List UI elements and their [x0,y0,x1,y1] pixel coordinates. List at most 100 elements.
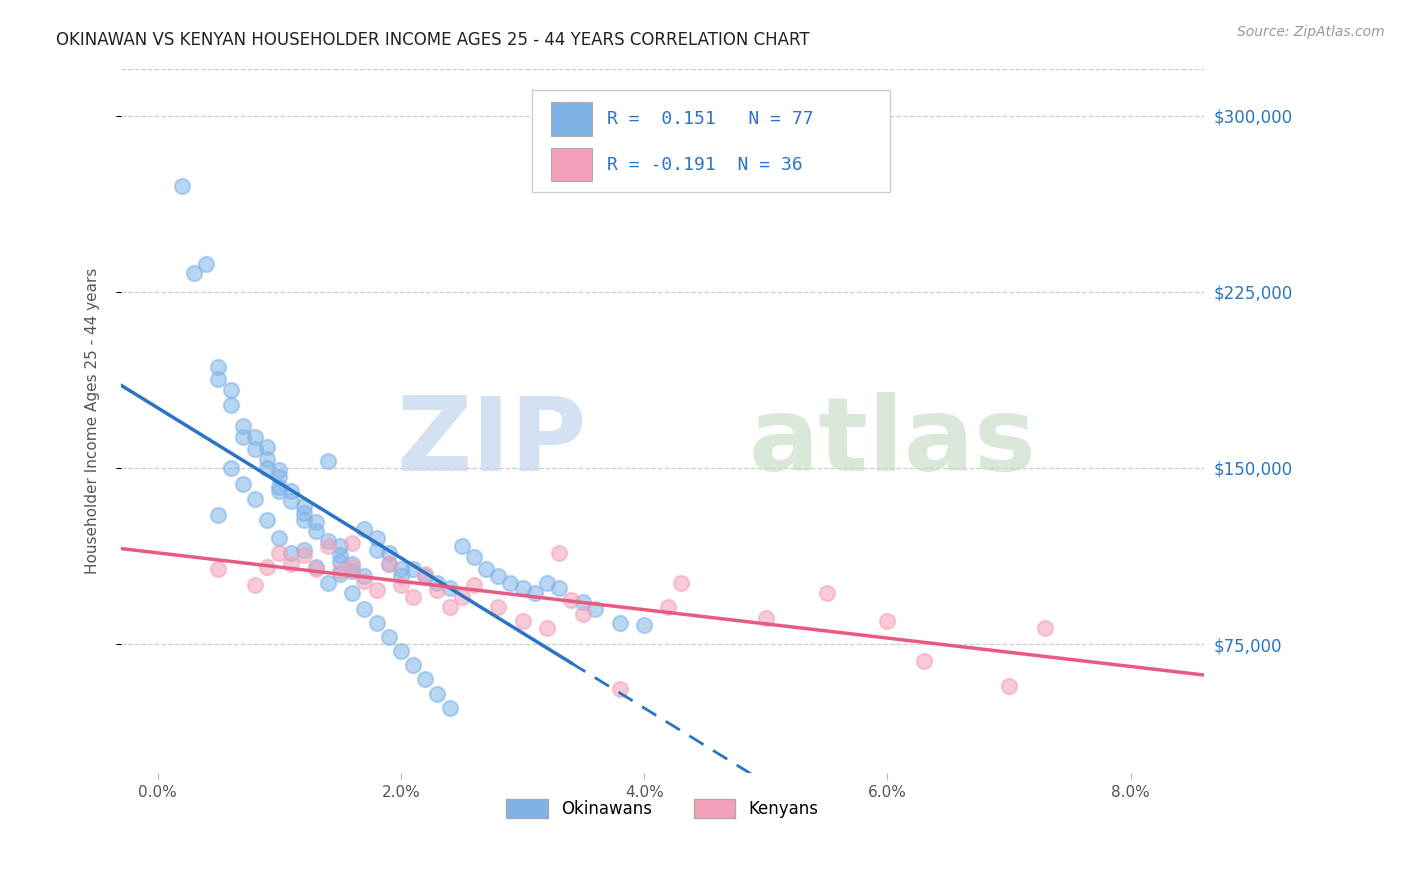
Point [512,614,534,628]
Point [316,576,339,591]
Point [305,562,328,576]
Point [342,585,364,599]
Point [572,595,595,609]
Point [256,440,278,454]
Point [413,673,436,687]
Point [292,543,315,558]
Point [329,548,352,562]
Point [912,654,935,668]
Y-axis label: Householder Income Ages 25 - 44 years: Householder Income Ages 25 - 44 years [86,268,100,574]
Point [329,555,352,569]
Point [402,591,425,605]
Point [280,494,302,508]
Point [342,565,364,579]
Point [342,559,364,574]
Point [499,576,522,591]
Point [292,513,315,527]
Point [426,687,449,701]
Point [243,430,266,444]
Point [269,484,291,499]
Point [305,559,328,574]
Point [366,615,388,630]
Point [232,418,254,433]
FancyBboxPatch shape [533,90,890,192]
Point [329,539,352,553]
Point [195,256,218,270]
Point [183,266,205,280]
Point [413,569,436,583]
Point [292,506,315,520]
Point [439,599,461,614]
Point [377,630,399,644]
Point [463,550,485,565]
Text: R =  0.151   N = 77: R = 0.151 N = 77 [607,110,814,128]
Point [170,179,193,194]
Point [269,545,291,559]
Point [377,558,399,572]
Point [219,398,242,412]
Point [316,454,339,468]
Point [426,583,449,598]
Point [280,545,302,559]
Point [219,384,242,398]
Point [329,565,352,579]
Point [256,559,278,574]
Point [269,480,291,494]
Point [548,581,571,595]
Point [353,569,375,583]
Point [560,592,582,607]
Point [219,461,242,475]
Legend: Okinawans, Kenyans: Okinawans, Kenyans [499,792,825,825]
Text: ZIP: ZIP [396,392,586,492]
Point [329,566,352,581]
Point [305,515,328,529]
Point [475,562,498,576]
Point [366,583,388,598]
Point [585,602,607,616]
Text: atlas: atlas [749,392,1036,492]
Point [402,562,425,576]
Point [366,543,388,558]
Point [512,581,534,595]
Point [450,539,472,553]
Point [389,644,412,658]
Point [377,558,399,572]
Point [256,513,278,527]
Point [377,545,399,559]
Point [998,680,1021,694]
Point [305,524,328,539]
Text: R = -0.191  N = 36: R = -0.191 N = 36 [607,155,803,174]
Point [609,681,631,696]
Point [402,658,425,673]
Point [232,430,254,444]
Point [657,599,679,614]
Text: OKINAWAN VS KENYAN HOUSEHOLDER INCOME AGES 25 - 44 YEARS CORRELATION CHART: OKINAWAN VS KENYAN HOUSEHOLDER INCOME AG… [56,31,810,49]
Point [280,558,302,572]
Point [389,569,412,583]
Point [548,545,571,559]
Text: Source: ZipAtlas.com: Source: ZipAtlas.com [1237,25,1385,39]
Point [342,536,364,550]
Point [269,532,291,546]
Point [280,484,302,499]
Point [207,508,229,522]
Point [536,576,558,591]
Point [609,615,631,630]
Point [207,562,229,576]
Point [353,602,375,616]
Bar [551,102,592,136]
Point [439,700,461,714]
Point [243,491,266,506]
Point [450,591,472,605]
Point [243,578,266,592]
Point [426,576,449,591]
Point [207,359,229,374]
Point [669,576,692,591]
Point [755,611,778,625]
Point [389,578,412,592]
Point [353,522,375,536]
Point [243,442,266,457]
Point [316,539,339,553]
Point [463,578,485,592]
Point [536,621,558,635]
